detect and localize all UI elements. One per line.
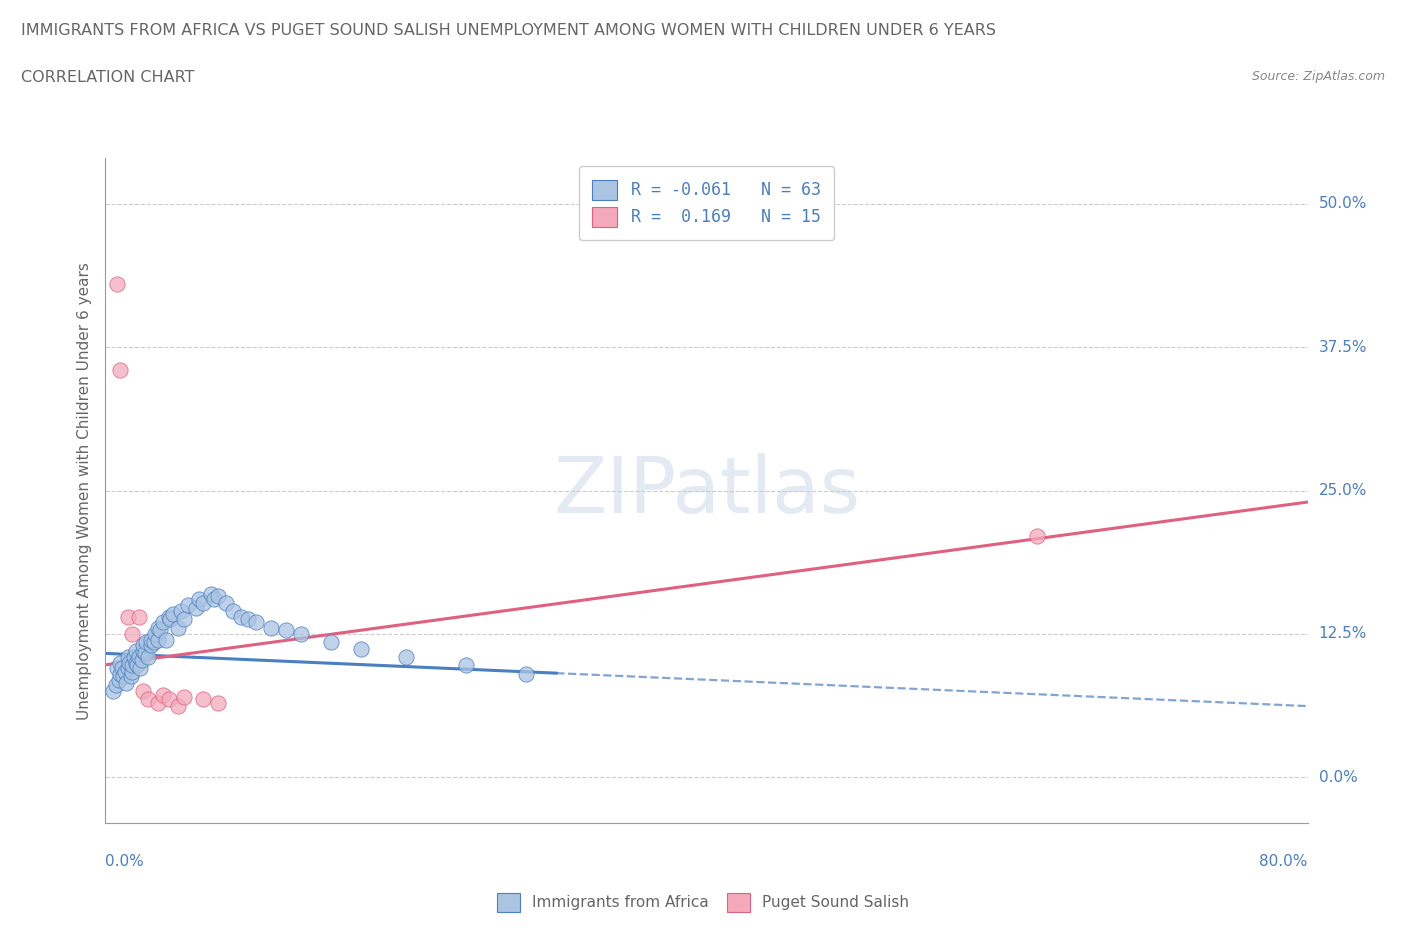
- Legend: R = -0.061   N = 63, R =  0.169   N = 15: R = -0.061 N = 63, R = 0.169 N = 15: [579, 166, 834, 241]
- Text: 12.5%: 12.5%: [1319, 627, 1367, 642]
- Point: [274, 623, 297, 638]
- Point: [319, 634, 342, 649]
- Point: [169, 604, 191, 618]
- Point: [115, 676, 138, 691]
- Point: [128, 649, 150, 664]
- Point: [122, 649, 145, 664]
- Point: [214, 595, 236, 610]
- Point: [155, 632, 177, 647]
- Point: [120, 669, 142, 684]
- Text: 50.0%: 50.0%: [1319, 196, 1367, 211]
- Point: [111, 661, 134, 676]
- Point: [132, 684, 155, 698]
- Text: IMMIGRANTS FROM AFRICA VS PUGET SOUND SALISH UNEMPLOYMENT AMONG WOMEN WITH CHILD: IMMIGRANTS FROM AFRICA VS PUGET SOUND SA…: [21, 23, 995, 38]
- Point: [454, 658, 477, 672]
- Text: CORRELATION CHART: CORRELATION CHART: [21, 70, 194, 85]
- Point: [187, 592, 209, 607]
- Point: [173, 689, 195, 704]
- Point: [110, 363, 132, 378]
- Point: [177, 598, 200, 613]
- Point: [146, 696, 169, 711]
- Text: Source: ZipAtlas.com: Source: ZipAtlas.com: [1251, 70, 1385, 83]
- Point: [101, 684, 124, 698]
- Point: [148, 623, 170, 638]
- Text: 25.0%: 25.0%: [1319, 483, 1367, 498]
- Y-axis label: Unemployment Among Women with Children Under 6 years: Unemployment Among Women with Children U…: [76, 261, 91, 720]
- Point: [260, 620, 283, 635]
- Point: [104, 678, 127, 693]
- Point: [515, 667, 537, 682]
- Point: [129, 661, 152, 676]
- Point: [1026, 529, 1049, 544]
- Point: [207, 589, 229, 604]
- Point: [107, 661, 129, 676]
- Point: [121, 627, 143, 642]
- Point: [112, 669, 135, 684]
- Point: [173, 612, 195, 627]
- Point: [125, 658, 148, 672]
- Point: [117, 649, 139, 664]
- Point: [152, 687, 174, 702]
- Point: [229, 609, 252, 624]
- Point: [245, 615, 267, 630]
- Point: [166, 620, 188, 635]
- Point: [114, 664, 136, 679]
- Legend: Immigrants from Africa, Puget Sound Salish: Immigrants from Africa, Puget Sound Sali…: [491, 887, 915, 918]
- Point: [121, 664, 143, 679]
- Point: [191, 595, 214, 610]
- Point: [350, 642, 373, 657]
- Point: [136, 649, 159, 664]
- Text: ZIPatlas: ZIPatlas: [553, 453, 860, 528]
- Text: 0.0%: 0.0%: [1319, 770, 1357, 785]
- Point: [238, 612, 260, 627]
- Point: [135, 634, 157, 649]
- Point: [159, 612, 181, 627]
- Point: [222, 604, 245, 618]
- Point: [117, 661, 139, 676]
- Point: [132, 638, 155, 653]
- Point: [117, 609, 139, 624]
- Point: [200, 586, 222, 601]
- Point: [139, 632, 162, 647]
- Point: [146, 620, 169, 635]
- Point: [395, 649, 418, 664]
- Point: [132, 644, 155, 658]
- Point: [108, 672, 131, 687]
- Point: [146, 632, 169, 647]
- Point: [131, 653, 153, 668]
- Point: [134, 646, 156, 661]
- Point: [118, 655, 141, 670]
- Point: [202, 592, 225, 607]
- Point: [110, 655, 132, 670]
- Point: [139, 638, 162, 653]
- Point: [290, 627, 312, 642]
- Point: [166, 698, 188, 713]
- Point: [207, 696, 229, 711]
- Point: [136, 692, 159, 707]
- Point: [124, 655, 146, 670]
- Text: 0.0%: 0.0%: [105, 854, 145, 869]
- Point: [157, 692, 180, 707]
- Point: [143, 627, 166, 642]
- Point: [152, 615, 174, 630]
- Text: 80.0%: 80.0%: [1260, 854, 1308, 869]
- Point: [184, 600, 207, 615]
- Point: [124, 644, 146, 658]
- Point: [107, 277, 129, 292]
- Point: [121, 658, 143, 672]
- Text: 37.5%: 37.5%: [1319, 339, 1367, 354]
- Point: [191, 692, 214, 707]
- Point: [157, 609, 180, 624]
- Point: [142, 634, 165, 649]
- Point: [128, 609, 150, 624]
- Point: [110, 667, 132, 682]
- Point: [162, 607, 184, 622]
